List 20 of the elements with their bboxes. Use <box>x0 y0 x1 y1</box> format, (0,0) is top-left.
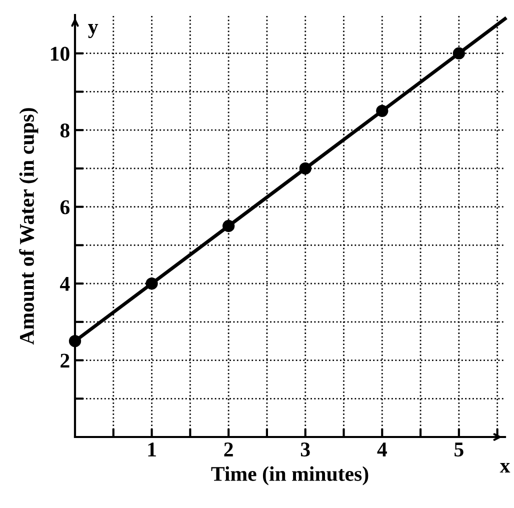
x-tick-label: 5 <box>454 442 464 457</box>
point <box>222 220 235 232</box>
y-tick-label: 4 <box>60 277 70 291</box>
point <box>146 277 158 290</box>
point <box>68 335 82 348</box>
y-tick-label: 6 <box>60 200 70 214</box>
annotation: y <box>88 24 98 38</box>
y-tick-label: 10 <box>50 46 70 61</box>
y-axis-title: Amount of Water (in cups) <box>19 108 38 345</box>
x-tick-label: 1 <box>148 442 156 456</box>
x-tick-label: 2 <box>224 442 233 456</box>
text: x <box>500 462 510 473</box>
point <box>376 104 388 117</box>
point <box>299 162 312 175</box>
point <box>452 47 466 60</box>
x-axis-title: Time (in minutes) <box>211 466 368 486</box>
x-tick-label: 3 <box>300 442 310 457</box>
y-tick-label: 2 <box>60 354 70 368</box>
x-tick-label: 4 <box>377 442 387 456</box>
y-tick-label: 8 <box>60 123 70 138</box>
